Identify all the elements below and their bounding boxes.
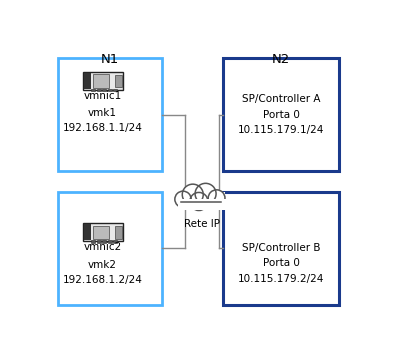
Bar [223,192,339,305]
Bar [91,88,95,91]
Bar [108,240,112,243]
Text: vmk2
192.168.1.2/24: vmk2 192.168.1.2/24 [63,260,143,285]
Bar [115,226,122,238]
Bar [97,88,100,91]
Bar [97,240,100,243]
Text: Rete IP: Rete IP [184,219,220,229]
Bar [113,88,117,91]
Text: SP/Controller B
Porta 0
10.115.179.2/24: SP/Controller B Porta 0 10.115.179.2/24 [238,243,325,284]
Bar [93,74,110,88]
Bar [179,192,225,208]
Bar [223,58,339,171]
FancyBboxPatch shape [83,223,123,241]
Bar [113,240,117,243]
Ellipse shape [195,183,216,204]
Ellipse shape [190,193,208,211]
Bar [58,192,162,305]
Bar [84,73,91,88]
Bar [84,224,91,240]
Text: vmnic2: vmnic2 [84,242,122,252]
Bar [91,240,95,243]
Bar [102,240,106,243]
Ellipse shape [182,184,203,205]
Bar [108,88,112,91]
Bar [58,58,162,171]
FancyBboxPatch shape [83,72,123,90]
Ellipse shape [208,190,225,207]
Bar [115,74,122,87]
Text: vmnic1: vmnic1 [84,91,122,101]
Bar [93,226,110,240]
Bar [102,88,106,91]
Text: SP/Controller A
Porta 0
10.115.179.1/24: SP/Controller A Porta 0 10.115.179.1/24 [238,94,325,135]
Text: N1: N1 [101,53,119,66]
Ellipse shape [175,191,191,207]
Bar [178,199,226,210]
Text: N2: N2 [272,53,290,66]
Text: vmk1
192.168.1.1/24: vmk1 192.168.1.1/24 [63,108,143,132]
